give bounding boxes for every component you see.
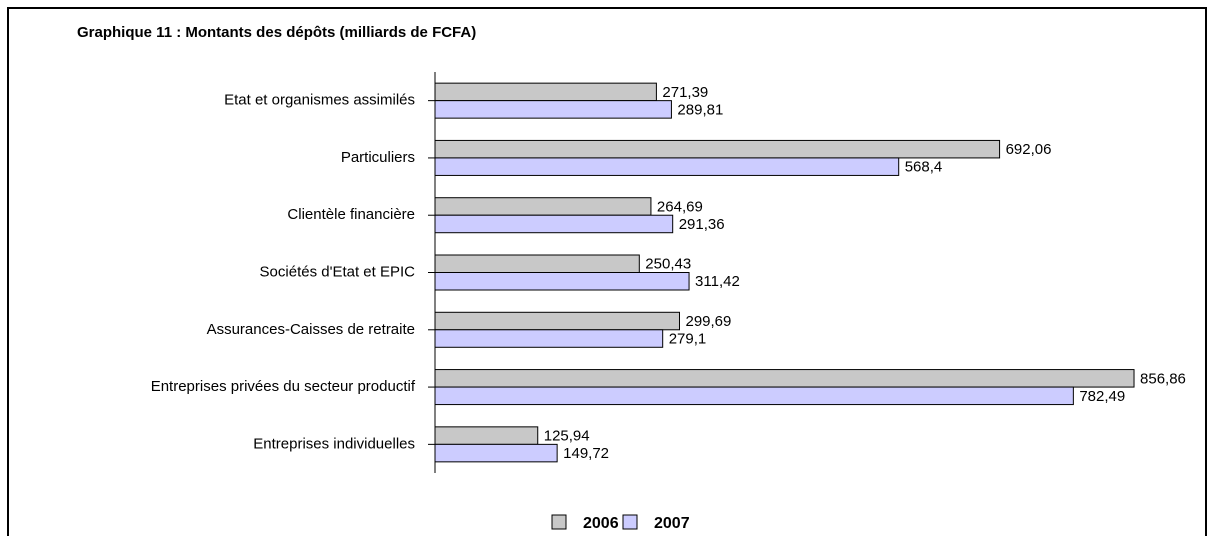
y-tick-label: Assurances-Caisses de retraite bbox=[207, 321, 415, 338]
bar bbox=[434, 82, 657, 102]
bar bbox=[434, 254, 640, 273]
legend-swatch bbox=[622, 514, 638, 530]
bar bbox=[434, 311, 680, 331]
y-tick-label: Particuliers bbox=[341, 149, 415, 166]
bar bbox=[434, 443, 558, 463]
y-tick-label: Etat et organismes assimilés bbox=[224, 92, 415, 109]
legend-swatch bbox=[551, 514, 567, 530]
value-label: 264,69 bbox=[657, 198, 703, 215]
bar bbox=[434, 369, 1135, 388]
y-tick-label: Entreprises individuelles bbox=[253, 435, 415, 452]
value-label: 856,86 bbox=[1140, 370, 1186, 387]
bar bbox=[434, 329, 664, 348]
legend-label: 2007 bbox=[654, 515, 690, 532]
bar bbox=[434, 426, 539, 445]
value-label: 149,72 bbox=[563, 445, 609, 462]
value-label: 782,49 bbox=[1079, 388, 1125, 405]
bar bbox=[434, 139, 1001, 159]
value-label: 568,4 bbox=[905, 159, 943, 176]
bar bbox=[434, 272, 690, 291]
legend-label: 2006 bbox=[583, 515, 619, 532]
value-label: 289,81 bbox=[677, 101, 723, 118]
value-label: 250,43 bbox=[645, 256, 691, 273]
bar bbox=[434, 214, 674, 234]
bar bbox=[434, 157, 900, 176]
value-label: 125,94 bbox=[544, 428, 590, 445]
chart-title: Graphique 11 : Montants des dépôts (mill… bbox=[77, 24, 476, 41]
value-label: 279,1 bbox=[669, 331, 707, 348]
value-label: 311,42 bbox=[695, 273, 740, 290]
value-label: 291,36 bbox=[679, 216, 725, 233]
bar bbox=[434, 100, 672, 119]
bar bbox=[434, 386, 1074, 406]
y-tick-label: Entreprises privées du secteur productif bbox=[151, 378, 416, 395]
value-label: 271,39 bbox=[662, 84, 708, 101]
y-tick-label: Clientèle financière bbox=[287, 206, 415, 223]
value-label: 299,69 bbox=[685, 313, 731, 330]
bar bbox=[434, 197, 652, 216]
y-tick-label: Sociétés d'Etat et EPIC bbox=[260, 263, 416, 280]
value-label: 692,06 bbox=[1006, 141, 1052, 158]
